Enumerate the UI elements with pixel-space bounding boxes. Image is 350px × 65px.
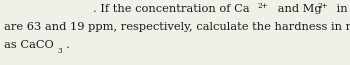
Text: and Mg: and Mg: [274, 4, 322, 14]
Text: . If the concentration of Ca: . If the concentration of Ca: [93, 4, 250, 14]
Text: in Canyon Lake: in Canyon Lake: [333, 4, 350, 14]
Text: are 63 and 19 ppm, respectively, calculate the hardness in mg/L: are 63 and 19 ppm, respectively, calcula…: [4, 22, 350, 32]
Text: 3: 3: [58, 47, 63, 55]
Text: as CaCO: as CaCO: [4, 40, 54, 50]
Text: .: .: [66, 40, 70, 50]
Text: 2+: 2+: [317, 2, 328, 10]
Text: 2+: 2+: [258, 2, 269, 10]
